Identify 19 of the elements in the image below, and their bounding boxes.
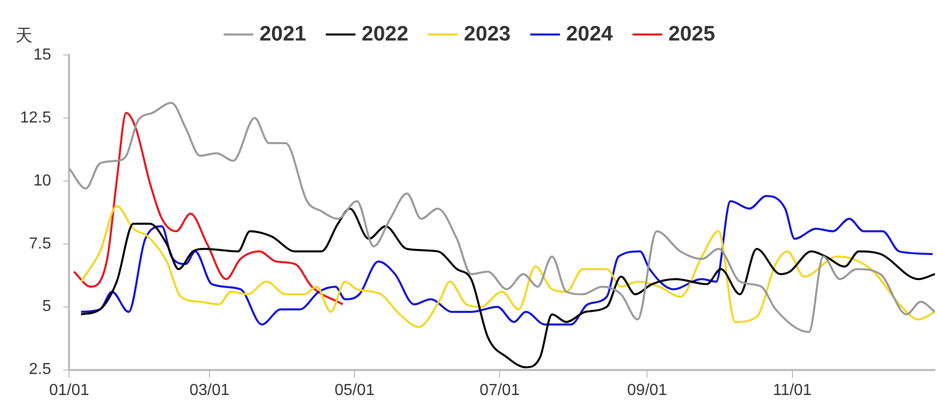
y-tick-label: 10 — [33, 172, 52, 190]
y-axis-title: 天 — [16, 26, 33, 46]
y-tick-label: 2.5 — [28, 361, 52, 378]
y-tick-label: 5 — [42, 298, 52, 316]
x-tick-label: 07/01 — [480, 382, 520, 399]
x-tick-label: 09/01 — [627, 382, 668, 399]
legend-label: 2022 — [362, 22, 408, 46]
y-tick-label: 12.5 — [20, 109, 52, 126]
legend-label: 2021 — [259, 22, 306, 46]
legend-label: 2023 — [464, 22, 511, 46]
x-tick-label: 05/01 — [334, 382, 375, 399]
legend-label: 2024 — [566, 22, 614, 46]
legend-label: 2025 — [668, 22, 716, 46]
x-tick-label: 01/01 — [49, 382, 90, 399]
x-tick-label: 11/01 — [772, 382, 812, 399]
x-tick-label: 03/01 — [189, 382, 230, 399]
line-series — [72, 112, 344, 306]
y-tick-label: 15 — [33, 46, 52, 64]
y-tick-label: 7.5 — [28, 235, 52, 252]
